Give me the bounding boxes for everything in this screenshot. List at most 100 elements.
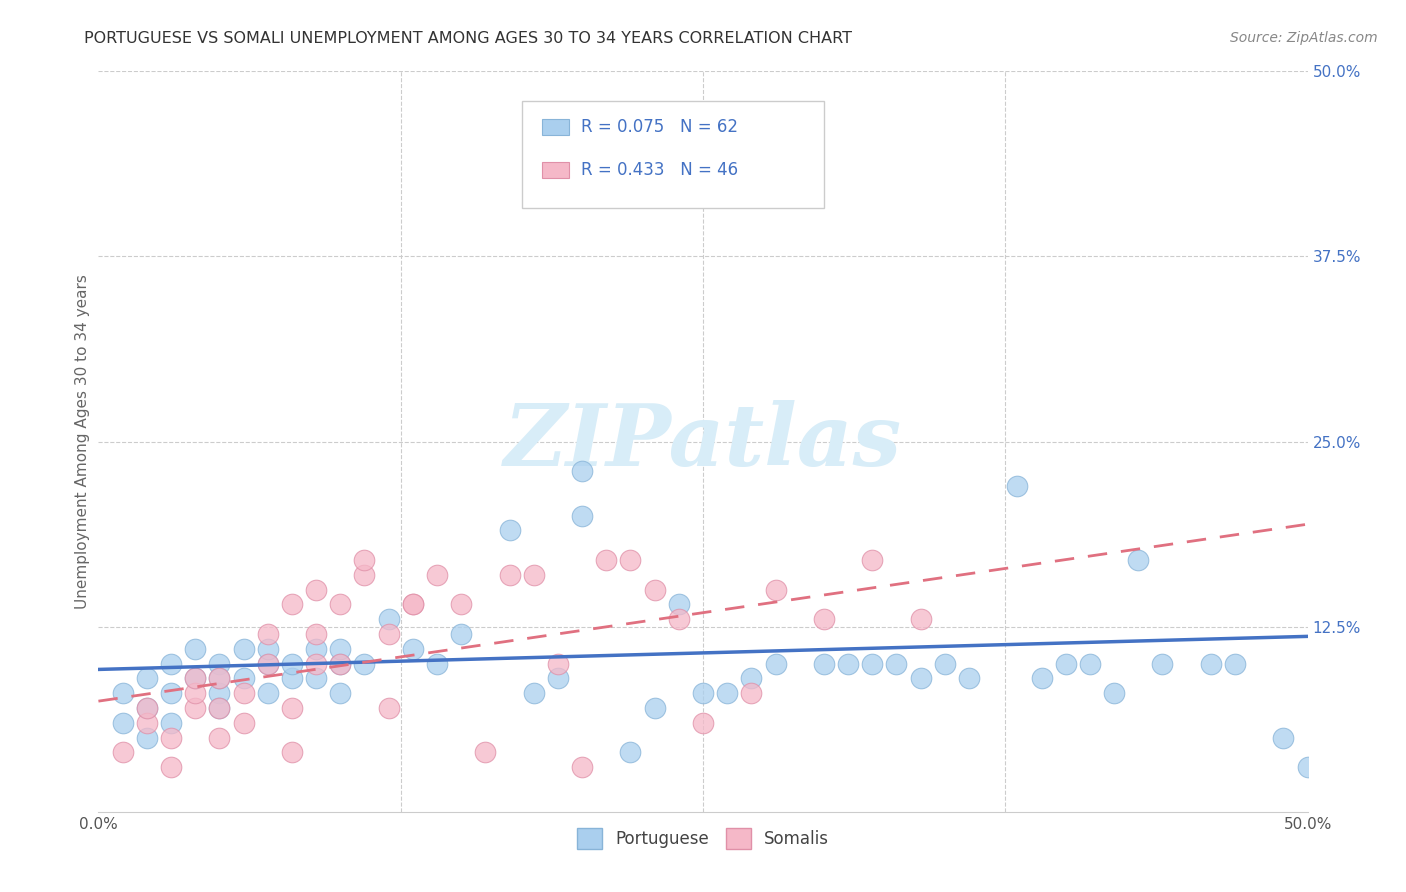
Point	[232, 686, 254, 700]
Point	[1223, 657, 1246, 671]
Point	[305, 641, 328, 656]
Point	[281, 701, 304, 715]
Point	[595, 553, 617, 567]
Point	[860, 553, 883, 567]
Text: PORTUGUESE VS SOMALI UNEMPLOYMENT AMONG AGES 30 TO 34 YEARS CORRELATION CHART: PORTUGUESE VS SOMALI UNEMPLOYMENT AMONG …	[84, 31, 852, 46]
Point	[934, 657, 956, 671]
Point	[184, 641, 207, 656]
Point	[474, 746, 496, 760]
Point	[377, 627, 399, 641]
Point	[402, 641, 425, 656]
Point	[281, 746, 304, 760]
Point	[329, 657, 352, 671]
Y-axis label: Unemployment Among Ages 30 to 34 years: Unemployment Among Ages 30 to 34 years	[75, 274, 90, 609]
Point	[692, 686, 714, 700]
Point	[184, 701, 207, 715]
Point	[111, 746, 134, 760]
Point	[498, 567, 520, 582]
Point	[329, 657, 352, 671]
Point	[1054, 657, 1077, 671]
Point	[281, 657, 304, 671]
Legend: Portuguese, Somalis: Portuguese, Somalis	[571, 822, 835, 855]
Point	[740, 672, 762, 686]
Text: R = 0.075   N = 62: R = 0.075 N = 62	[581, 118, 738, 136]
Point	[523, 686, 546, 700]
Point	[305, 672, 328, 686]
Point	[813, 657, 835, 671]
Point	[353, 567, 375, 582]
Point	[329, 598, 352, 612]
Point	[1199, 657, 1222, 671]
Point	[886, 657, 908, 671]
Point	[547, 672, 569, 686]
Point	[256, 627, 278, 641]
Point	[668, 598, 690, 612]
Point	[208, 701, 231, 715]
FancyBboxPatch shape	[543, 119, 569, 135]
Point	[281, 598, 304, 612]
Point	[426, 657, 449, 671]
Point	[692, 715, 714, 730]
FancyBboxPatch shape	[522, 101, 824, 209]
Point	[740, 686, 762, 700]
Point	[353, 657, 375, 671]
Point	[208, 657, 231, 671]
Point	[232, 672, 254, 686]
Text: ZIPatlas: ZIPatlas	[503, 400, 903, 483]
Point	[619, 553, 641, 567]
Point	[1272, 731, 1295, 745]
Point	[957, 672, 980, 686]
Point	[910, 672, 932, 686]
Point	[1031, 672, 1053, 686]
Point	[160, 731, 183, 745]
Point	[1296, 760, 1319, 774]
Point	[1152, 657, 1174, 671]
Point	[450, 598, 472, 612]
Point	[232, 641, 254, 656]
Text: Source: ZipAtlas.com: Source: ZipAtlas.com	[1230, 31, 1378, 45]
Point	[135, 731, 157, 745]
Point	[256, 657, 278, 671]
Point	[256, 641, 278, 656]
Point	[208, 731, 231, 745]
Point	[668, 612, 690, 626]
Point	[619, 746, 641, 760]
Point	[450, 627, 472, 641]
Point	[184, 672, 207, 686]
Point	[160, 657, 183, 671]
Point	[208, 686, 231, 700]
Point	[160, 760, 183, 774]
Text: R = 0.433   N = 46: R = 0.433 N = 46	[581, 161, 738, 178]
Point	[135, 701, 157, 715]
FancyBboxPatch shape	[543, 161, 569, 178]
Point	[281, 672, 304, 686]
Point	[305, 627, 328, 641]
Point	[135, 715, 157, 730]
Point	[837, 657, 859, 671]
Point	[135, 672, 157, 686]
Point	[571, 760, 593, 774]
Point	[135, 701, 157, 715]
Point	[377, 612, 399, 626]
Point	[377, 701, 399, 715]
Point	[256, 686, 278, 700]
Point	[1007, 479, 1029, 493]
Point	[765, 168, 787, 182]
Point	[353, 553, 375, 567]
Point	[232, 715, 254, 730]
Point	[111, 715, 134, 730]
Point	[860, 657, 883, 671]
Point	[329, 641, 352, 656]
Point	[160, 686, 183, 700]
Point	[547, 657, 569, 671]
Point	[329, 686, 352, 700]
Point	[208, 672, 231, 686]
Point	[208, 672, 231, 686]
Point	[498, 524, 520, 538]
Point	[305, 657, 328, 671]
Point	[523, 567, 546, 582]
Point	[910, 612, 932, 626]
Point	[111, 686, 134, 700]
Point	[571, 464, 593, 478]
Point	[184, 686, 207, 700]
